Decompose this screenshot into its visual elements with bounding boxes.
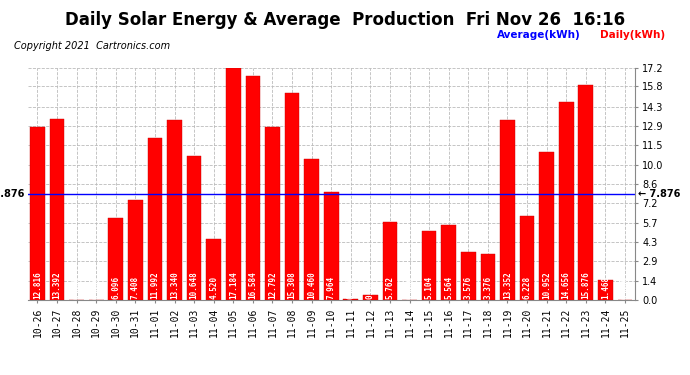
Text: 1.468: 1.468 — [601, 276, 610, 299]
Text: 7.408: 7.408 — [131, 276, 140, 299]
Bar — [363, 294, 377, 300]
Text: 0.000: 0.000 — [405, 276, 414, 299]
Text: 3.376: 3.376 — [484, 276, 493, 299]
Text: 0.060: 0.060 — [346, 276, 355, 299]
Text: 10.460: 10.460 — [307, 272, 316, 299]
Text: 6.096: 6.096 — [111, 276, 120, 299]
Bar — [520, 216, 535, 300]
Bar — [50, 119, 64, 300]
Text: 13.340: 13.340 — [170, 272, 179, 299]
Bar — [500, 120, 515, 300]
Text: Copyright 2021  Cartronics.com: Copyright 2021 Cartronics.com — [14, 41, 170, 51]
Bar — [206, 239, 221, 300]
Text: 10.952: 10.952 — [542, 272, 551, 299]
Bar — [578, 86, 593, 300]
Text: ← 7.876: ← 7.876 — [638, 189, 680, 198]
Bar — [540, 152, 554, 300]
Text: 13.392: 13.392 — [52, 272, 61, 299]
Bar — [108, 217, 123, 300]
Bar — [285, 93, 299, 300]
Text: 5.762: 5.762 — [386, 276, 395, 299]
Bar — [187, 156, 201, 300]
Text: 12.792: 12.792 — [268, 272, 277, 299]
Bar — [344, 299, 358, 300]
Text: 15.876: 15.876 — [582, 272, 591, 299]
Text: 0.000: 0.000 — [92, 276, 101, 299]
Text: Average(kWh): Average(kWh) — [497, 30, 580, 40]
Bar — [442, 225, 456, 300]
Bar — [559, 102, 573, 300]
Text: 3.576: 3.576 — [464, 276, 473, 299]
Bar — [167, 120, 182, 300]
Text: 17.184: 17.184 — [229, 272, 238, 299]
Bar — [304, 159, 319, 300]
Bar — [265, 127, 279, 300]
Text: Daily(kWh): Daily(kWh) — [600, 30, 665, 40]
Bar — [324, 192, 339, 300]
Text: 12.816: 12.816 — [33, 272, 42, 299]
Bar — [598, 280, 613, 300]
Text: 0.404: 0.404 — [366, 276, 375, 299]
Bar — [422, 231, 437, 300]
Text: • 7.876: • 7.876 — [0, 189, 25, 198]
Bar — [480, 254, 495, 300]
Text: 4.520: 4.520 — [209, 276, 218, 299]
Text: 7.964: 7.964 — [326, 276, 336, 299]
Bar — [148, 138, 162, 300]
Bar — [246, 76, 260, 300]
Text: 0.000: 0.000 — [72, 276, 81, 299]
Bar — [30, 127, 45, 300]
Text: 16.584: 16.584 — [248, 272, 257, 299]
Text: 14.656: 14.656 — [562, 272, 571, 299]
Text: 5.104: 5.104 — [424, 276, 433, 299]
Text: 13.352: 13.352 — [503, 272, 512, 299]
Text: 11.992: 11.992 — [150, 272, 159, 299]
Text: 6.228: 6.228 — [522, 276, 531, 299]
Text: 10.648: 10.648 — [190, 272, 199, 299]
Text: 0.000: 0.000 — [620, 276, 629, 299]
Text: 5.564: 5.564 — [444, 276, 453, 299]
Bar — [128, 200, 143, 300]
Text: 15.308: 15.308 — [288, 272, 297, 299]
Bar — [226, 68, 241, 300]
Text: Daily Solar Energy & Average  Production  Fri Nov 26  16:16: Daily Solar Energy & Average Production … — [65, 11, 625, 29]
Bar — [383, 222, 397, 300]
Bar — [461, 252, 475, 300]
